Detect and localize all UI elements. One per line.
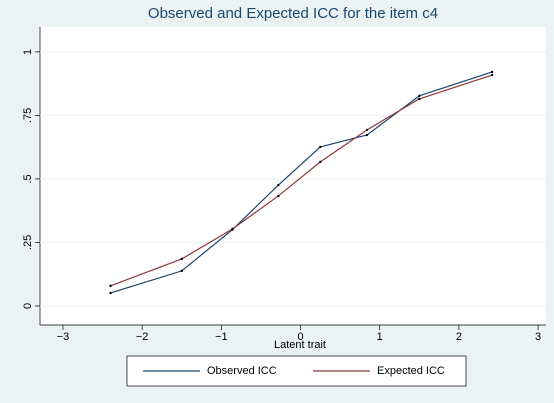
x-tick-label: 1 [377, 331, 383, 343]
x-tick-label: −1 [215, 331, 228, 343]
point [365, 133, 369, 137]
point [418, 94, 421, 98]
point [180, 257, 183, 261]
y-tick-label: .25 [22, 235, 34, 250]
point [231, 227, 234, 231]
x-tick-label: 3 [535, 331, 541, 343]
legend-label: Expected ICC [377, 365, 445, 377]
x-tick-label: −3 [57, 331, 70, 343]
point [109, 291, 112, 295]
y-tick-label: 1 [22, 49, 34, 55]
y-tick-label: .75 [22, 108, 34, 123]
x-tick-label: 0 [297, 331, 303, 343]
point [418, 97, 421, 101]
x-tick-label: 2 [456, 331, 462, 343]
point [180, 269, 183, 273]
point [319, 145, 322, 149]
point [319, 160, 322, 164]
point [277, 183, 280, 187]
y-tick-label: .5 [22, 174, 34, 183]
point [365, 128, 369, 132]
x-axis-label: Latent trait [274, 339, 326, 351]
series-line [110, 71, 493, 294]
point [490, 70, 494, 74]
series-line [110, 74, 493, 287]
x-tick-label: −2 [136, 331, 149, 343]
chart-title: Observed and Expected ICC for the item c… [148, 5, 438, 22]
plot-area [40, 27, 546, 325]
point [490, 73, 494, 77]
legend-label: Observed ICC [207, 365, 277, 377]
point [277, 194, 280, 198]
y-tick-label: 0 [22, 303, 34, 309]
point [109, 284, 112, 288]
